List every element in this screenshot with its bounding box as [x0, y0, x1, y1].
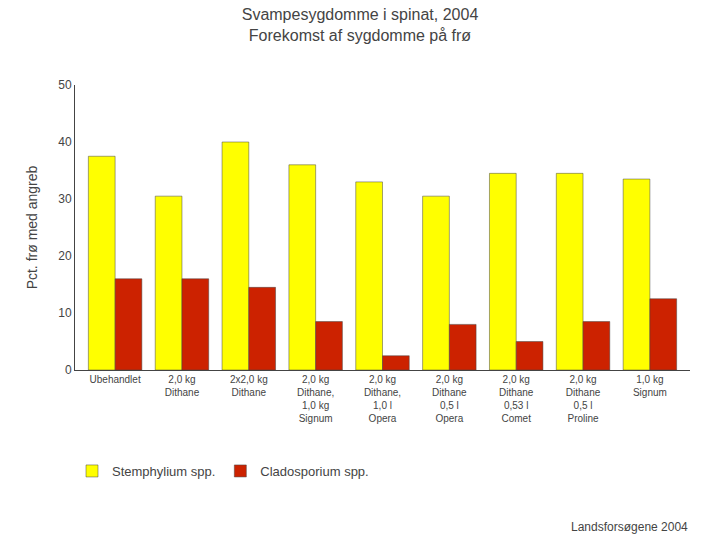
svg-text:0: 0 [65, 363, 72, 377]
svg-text:Cladosporium spp.: Cladosporium spp. [260, 464, 368, 479]
svg-text:1,0 kgSignum: 1,0 kgSignum [633, 374, 667, 398]
svg-text:2,0 kgDithane0,5 lProline: 2,0 kgDithane0,5 lProline [566, 374, 601, 424]
svg-text:2,0 kgDithane: 2,0 kgDithane [165, 374, 200, 398]
svg-text:20: 20 [58, 249, 72, 263]
svg-text:2,0 kgDithane,1,0 kgSignum: 2,0 kgDithane,1,0 kgSignum [297, 374, 334, 424]
svg-text:2x2,0 kgDithane: 2x2,0 kgDithane [230, 374, 268, 398]
svg-text:2,0 kgDithane0,53 lComet: 2,0 kgDithane0,53 lComet [499, 374, 534, 424]
svg-text:Landsforsøgene 2004: Landsforsøgene 2004 [571, 520, 688, 534]
svg-text:Pct. frø med angreb: Pct. frø med angreb [24, 165, 40, 289]
svg-text:10: 10 [58, 306, 72, 320]
svg-text:2,0 kgDithane,1,0 lOpera: 2,0 kgDithane,1,0 lOpera [364, 374, 401, 424]
svg-text:2,0 kgDithane0,5 lOpera: 2,0 kgDithane0,5 lOpera [432, 374, 467, 424]
svg-text:50: 50 [58, 78, 72, 92]
svg-text:Svampesygdomme i spinat, 2004F: Svampesygdomme i spinat, 2004Forekomst a… [242, 6, 479, 44]
svg-text:Ubehandlet: Ubehandlet [90, 374, 141, 385]
svg-text:30: 30 [58, 192, 72, 206]
svg-text:Stemphylium spp.: Stemphylium spp. [112, 464, 215, 479]
svg-text:40: 40 [58, 135, 72, 149]
